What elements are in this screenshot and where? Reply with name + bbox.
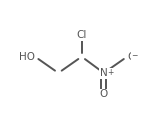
Text: −: −	[131, 52, 138, 61]
Text: N: N	[100, 68, 108, 78]
Text: +: +	[107, 68, 114, 77]
Text: O: O	[128, 52, 136, 62]
Text: Cl: Cl	[76, 30, 87, 40]
Text: HO: HO	[19, 52, 35, 62]
Text: O: O	[100, 89, 108, 99]
